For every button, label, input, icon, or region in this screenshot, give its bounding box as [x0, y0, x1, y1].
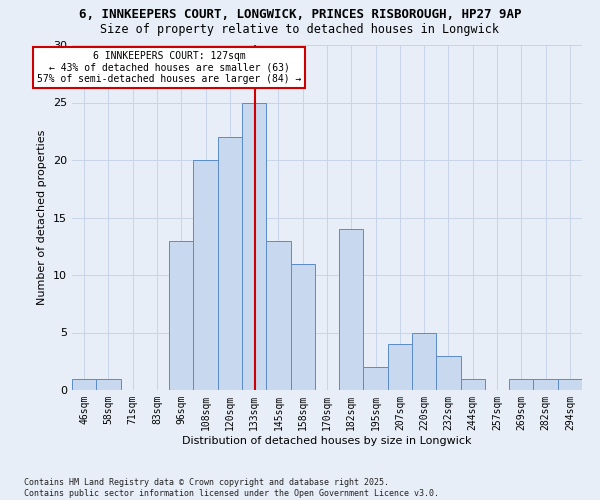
Bar — [558, 378, 582, 390]
Bar — [242, 102, 266, 390]
Bar — [412, 332, 436, 390]
Bar — [218, 137, 242, 390]
Text: Contains HM Land Registry data © Crown copyright and database right 2025.
Contai: Contains HM Land Registry data © Crown c… — [24, 478, 439, 498]
Bar — [533, 378, 558, 390]
Bar — [266, 240, 290, 390]
X-axis label: Distribution of detached houses by size in Longwick: Distribution of detached houses by size … — [182, 436, 472, 446]
Bar — [193, 160, 218, 390]
Bar — [96, 378, 121, 390]
Bar — [72, 378, 96, 390]
Bar — [169, 240, 193, 390]
Bar — [290, 264, 315, 390]
Bar — [388, 344, 412, 390]
Text: 6 INNKEEPERS COURT: 127sqm
← 43% of detached houses are smaller (63)
57% of semi: 6 INNKEEPERS COURT: 127sqm ← 43% of deta… — [37, 51, 301, 84]
Bar — [339, 229, 364, 390]
Text: Size of property relative to detached houses in Longwick: Size of property relative to detached ho… — [101, 22, 499, 36]
Bar — [509, 378, 533, 390]
Bar — [436, 356, 461, 390]
Text: 6, INNKEEPERS COURT, LONGWICK, PRINCES RISBOROUGH, HP27 9AP: 6, INNKEEPERS COURT, LONGWICK, PRINCES R… — [79, 8, 521, 20]
Y-axis label: Number of detached properties: Number of detached properties — [37, 130, 47, 305]
Bar — [461, 378, 485, 390]
Bar — [364, 367, 388, 390]
